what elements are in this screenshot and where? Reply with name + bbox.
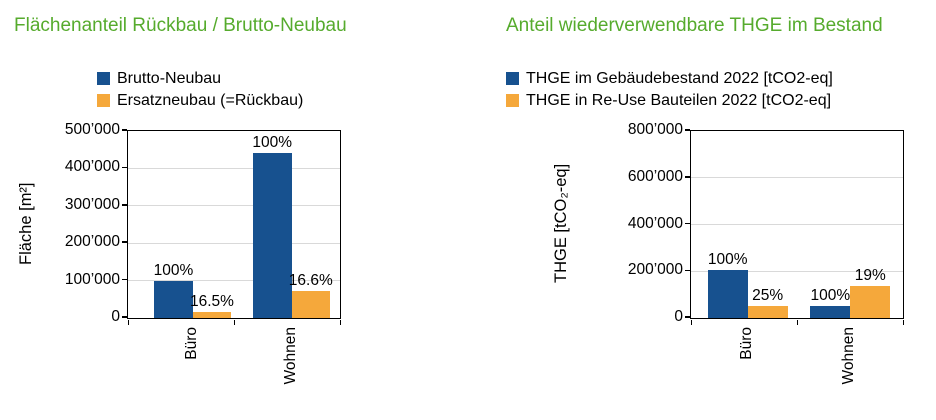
legend-swatch-icon xyxy=(97,94,110,107)
x-tick-mark xyxy=(233,320,236,325)
y-axis-label: THGE [tCO₂-eq] xyxy=(552,163,570,284)
bar-wohnen-series1 xyxy=(291,290,330,318)
plot-area: 100% 25% 100% 19% xyxy=(690,130,904,319)
y-tick-mark xyxy=(122,278,127,281)
gridline xyxy=(128,205,340,207)
bar-wohnen-series1 xyxy=(850,285,891,318)
x-tick-mark xyxy=(690,320,693,325)
legend-item: Brutto-Neubau xyxy=(97,68,303,89)
y-tick-label: 400’000 xyxy=(627,214,683,232)
y-tick-label: 0 xyxy=(111,308,120,325)
legend: Brutto-Neubau Ersatzneubau (=Rückbau) xyxy=(97,68,303,111)
bar-data-label: 100% xyxy=(810,287,851,305)
bar-data-label: 19% xyxy=(854,266,886,284)
bar-wohnen-series0 xyxy=(810,306,851,318)
y-tick-mark xyxy=(685,269,690,271)
x-category-label: Büro xyxy=(737,327,755,360)
legend-item: Ersatzneubau (=Rückbau) xyxy=(97,90,303,111)
y-tick-mark xyxy=(685,176,690,178)
chart-anteil-thge: Anteil wiederverwendbare THGE im Bestand… xyxy=(468,0,936,420)
legend-label: THGE im Gebäudebestand 2022 [tCO2-eq] xyxy=(526,70,833,87)
y-tick-label: 600’000 xyxy=(627,167,683,185)
y-tick-mark xyxy=(122,316,127,318)
y-tick-label: 800’000 xyxy=(627,121,683,138)
gridline xyxy=(128,167,340,169)
x-tick-mark xyxy=(796,320,799,325)
legend-label: THGE in Re-Use Bauteilen 2022 [tCO2-eq] xyxy=(526,92,832,109)
y-tick-mark xyxy=(122,129,127,131)
y-tick-label: 300’000 xyxy=(64,195,120,213)
y-tick-label: 500’000 xyxy=(64,121,120,138)
plot-area: 100% 16.5% 100% 16.6% xyxy=(127,130,341,319)
gridline xyxy=(128,280,340,282)
chart-title: Anteil wiederverwendbare THGE im Bestand xyxy=(506,15,883,36)
x-tick-mark xyxy=(339,320,342,325)
y-tick-mark xyxy=(122,166,127,169)
y-tick-mark xyxy=(122,204,127,206)
y-tick-mark xyxy=(122,241,127,243)
legend-item: THGE im Gebäudebestand 2022 [tCO2-eq] xyxy=(506,68,833,89)
y-tick-label: 100’000 xyxy=(64,270,120,288)
bar-wohnen-series0 xyxy=(253,153,292,318)
legend: THGE im Gebäudebestand 2022 [tCO2-eq] THG… xyxy=(506,68,833,111)
bar-büro-series1 xyxy=(192,311,232,318)
y-tick-label: 400’000 xyxy=(64,158,120,176)
bar-data-label: 100% xyxy=(707,251,748,269)
y-tick-mark xyxy=(685,222,690,225)
bar-data-label: 25% xyxy=(752,287,784,305)
x-category-label: Wohnen xyxy=(840,327,858,385)
bar-büro-series1 xyxy=(747,306,788,318)
bar-büro-series0 xyxy=(707,270,748,318)
gridline xyxy=(691,224,903,225)
chart-flaechenanteil: Flächenanteil Rückbau / Brutto-Neubau Br… xyxy=(14,15,347,385)
bar-data-label: 16.5% xyxy=(189,292,234,310)
x-tick-mark xyxy=(127,320,130,325)
gridline xyxy=(691,177,903,179)
legend-swatch-icon xyxy=(97,72,110,85)
gridline xyxy=(691,270,903,272)
legend-item: THGE in Re-Use Bauteilen 2022 [tCO2-eq] xyxy=(506,90,833,111)
bar-büro-series0 xyxy=(154,280,193,318)
y-tick-mark xyxy=(685,129,690,131)
bar-data-label: 100% xyxy=(153,261,194,279)
y-tick-label: 200’000 xyxy=(627,261,683,279)
bar-data-label: 16.6% xyxy=(288,271,333,289)
y-tick-mark xyxy=(685,316,690,318)
y-tick-label: 200’000 xyxy=(64,233,120,251)
x-tick-mark xyxy=(902,320,905,325)
gridline xyxy=(128,242,340,244)
y-tick-label: 0 xyxy=(674,308,683,325)
chart-title: Flächenanteil Rückbau / Brutto-Neubau xyxy=(14,15,347,36)
x-category-label: Büro xyxy=(182,327,200,360)
x-category-label: Wohnen xyxy=(281,327,299,385)
legend-label: Brutto-Neubau xyxy=(117,70,222,87)
legend-swatch-icon xyxy=(506,72,519,85)
legend-swatch-icon xyxy=(506,94,519,107)
bar-data-label: 100% xyxy=(252,134,293,152)
legend-label: Ersatzneubau (=Rückbau) xyxy=(117,92,304,109)
